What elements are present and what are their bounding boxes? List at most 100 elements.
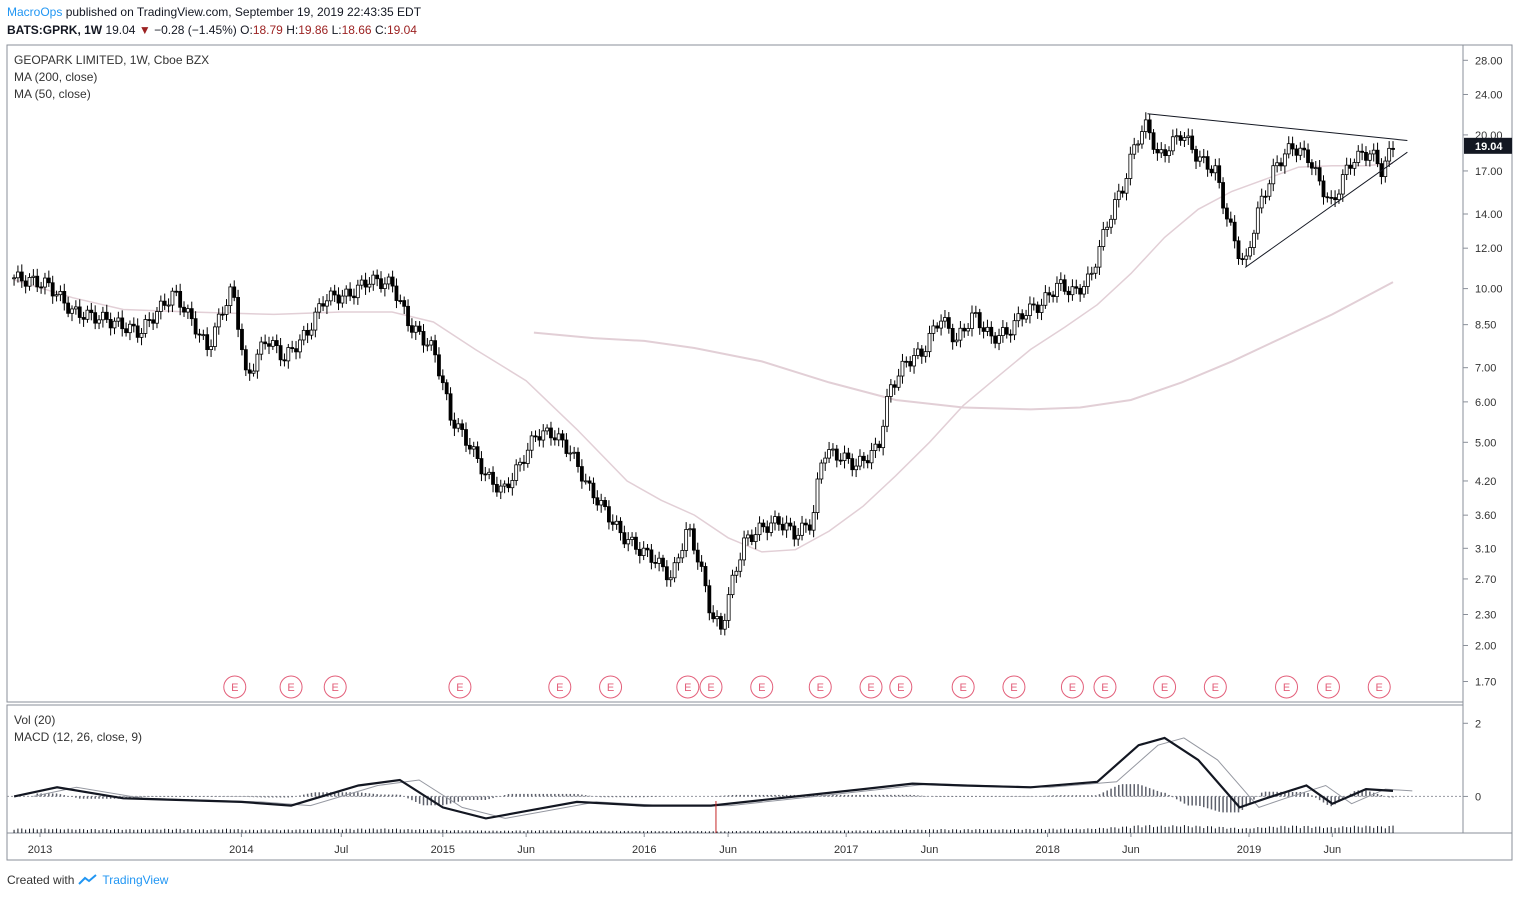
earnings-marker	[1093, 675, 1117, 699]
candle-body	[815, 478, 820, 514]
earnings-marker-label: E	[1283, 682, 1290, 694]
earnings-marker-label: E	[684, 682, 691, 694]
candle-body	[711, 612, 716, 620]
candle-body	[1340, 174, 1345, 195]
candle-body	[1000, 327, 1005, 336]
candle-body	[1329, 196, 1334, 199]
candle-body	[545, 427, 550, 432]
candle-body	[108, 319, 113, 329]
candle-body	[900, 360, 905, 377]
candle-body	[1194, 149, 1198, 162]
candle-body	[1367, 153, 1372, 161]
candle-body	[788, 522, 793, 527]
candle-body	[101, 311, 105, 321]
indicator-tick-label: 0	[1475, 791, 1481, 803]
candle-body	[274, 340, 279, 347]
candle-body	[688, 528, 692, 531]
candle-body	[85, 309, 90, 320]
price-chart[interactable]: 28.0024.0020.0017.0014.0012.0010.008.507…	[0, 40, 1519, 862]
candle-body	[726, 594, 731, 621]
candle-body	[831, 448, 835, 451]
candle-body	[143, 319, 148, 334]
candle-body	[201, 334, 206, 337]
candle-body	[267, 343, 271, 347]
candle-body	[699, 561, 704, 567]
candle-body	[1255, 207, 1260, 234]
x-tick-label: 2018	[1035, 844, 1059, 856]
last-price-label: 19.04	[1475, 141, 1503, 153]
candle-body	[730, 574, 735, 596]
candle-body	[993, 335, 998, 344]
candle-body	[962, 327, 967, 332]
candle-body	[166, 304, 171, 307]
candle-body	[989, 326, 994, 337]
last-price-tag	[1464, 137, 1512, 154]
macd-legend[interactable]: MACD (12, 26, close, 9)	[14, 730, 143, 744]
candle-body	[749, 534, 754, 542]
ma50-legend[interactable]: MA (50, close)	[14, 87, 91, 101]
low-label: L:	[331, 23, 342, 37]
candle-body	[437, 354, 441, 377]
candle-body	[1085, 273, 1090, 287]
x-tick-label: Jun	[1323, 844, 1341, 856]
candle-body	[865, 460, 870, 464]
candle-body	[1097, 246, 1102, 268]
candle-body	[1031, 303, 1036, 306]
candle-body	[568, 452, 573, 455]
candle-body	[460, 423, 465, 430]
tradingview-link[interactable]: TradingView	[102, 873, 169, 887]
candle-body	[1174, 135, 1179, 138]
candle-body	[213, 326, 217, 347]
candle-body	[305, 329, 310, 336]
earnings-marker-label: E	[1325, 682, 1332, 694]
ma200-legend[interactable]: MA (200, close)	[14, 70, 98, 84]
candle-body	[715, 616, 719, 620]
candle-body	[1290, 143, 1295, 150]
vol-legend[interactable]: Vol (20)	[14, 713, 56, 727]
candle-body	[1105, 226, 1110, 230]
candle-body	[170, 290, 175, 306]
candle-body	[425, 344, 430, 347]
candle-body	[375, 274, 380, 280]
candle-body	[854, 465, 859, 471]
candle-body	[1360, 150, 1365, 153]
candle-body	[850, 458, 855, 471]
earnings-marker-label: E	[1101, 682, 1108, 694]
candle-body	[931, 325, 936, 334]
candle-body	[746, 534, 750, 539]
symbol-info: BATS:GPRK, 1W 19.04 ▼ −0.28 (−1.45%) O:1…	[7, 23, 417, 37]
candle-body	[263, 341, 268, 345]
candle-body	[784, 522, 789, 531]
candle-body	[626, 539, 631, 545]
candle-body	[1364, 151, 1368, 161]
candle-body	[421, 331, 426, 346]
candle-body	[1282, 153, 1287, 167]
candle-body	[819, 462, 824, 480]
candle-body	[1221, 182, 1225, 209]
y-tick-label: 8.50	[1475, 320, 1496, 332]
candle-body	[607, 506, 611, 523]
candle-body	[433, 340, 437, 356]
earnings-marker	[951, 675, 975, 699]
earnings-marker	[699, 675, 723, 699]
candle-body	[81, 317, 86, 320]
y-tick-label: 1.70	[1475, 677, 1496, 689]
candle-body	[475, 446, 480, 459]
candle-body	[873, 443, 878, 451]
candle-body	[691, 528, 696, 551]
candle-body	[162, 300, 167, 306]
author-link[interactable]: MacroOps	[7, 5, 63, 19]
y-tick-label: 17.00	[1475, 166, 1503, 178]
candle-body	[471, 446, 476, 450]
earnings-marker-label: E	[897, 682, 904, 694]
candle-body	[1008, 333, 1013, 336]
candle-body	[591, 482, 596, 499]
candle-body	[1170, 136, 1175, 152]
candle-body	[1333, 197, 1337, 201]
candle-body	[595, 497, 600, 506]
candle-body	[1244, 255, 1249, 260]
candle-body	[1298, 147, 1303, 156]
candle-body	[757, 522, 762, 536]
candle-body	[58, 291, 63, 296]
earnings-marker-label: E	[867, 682, 874, 694]
